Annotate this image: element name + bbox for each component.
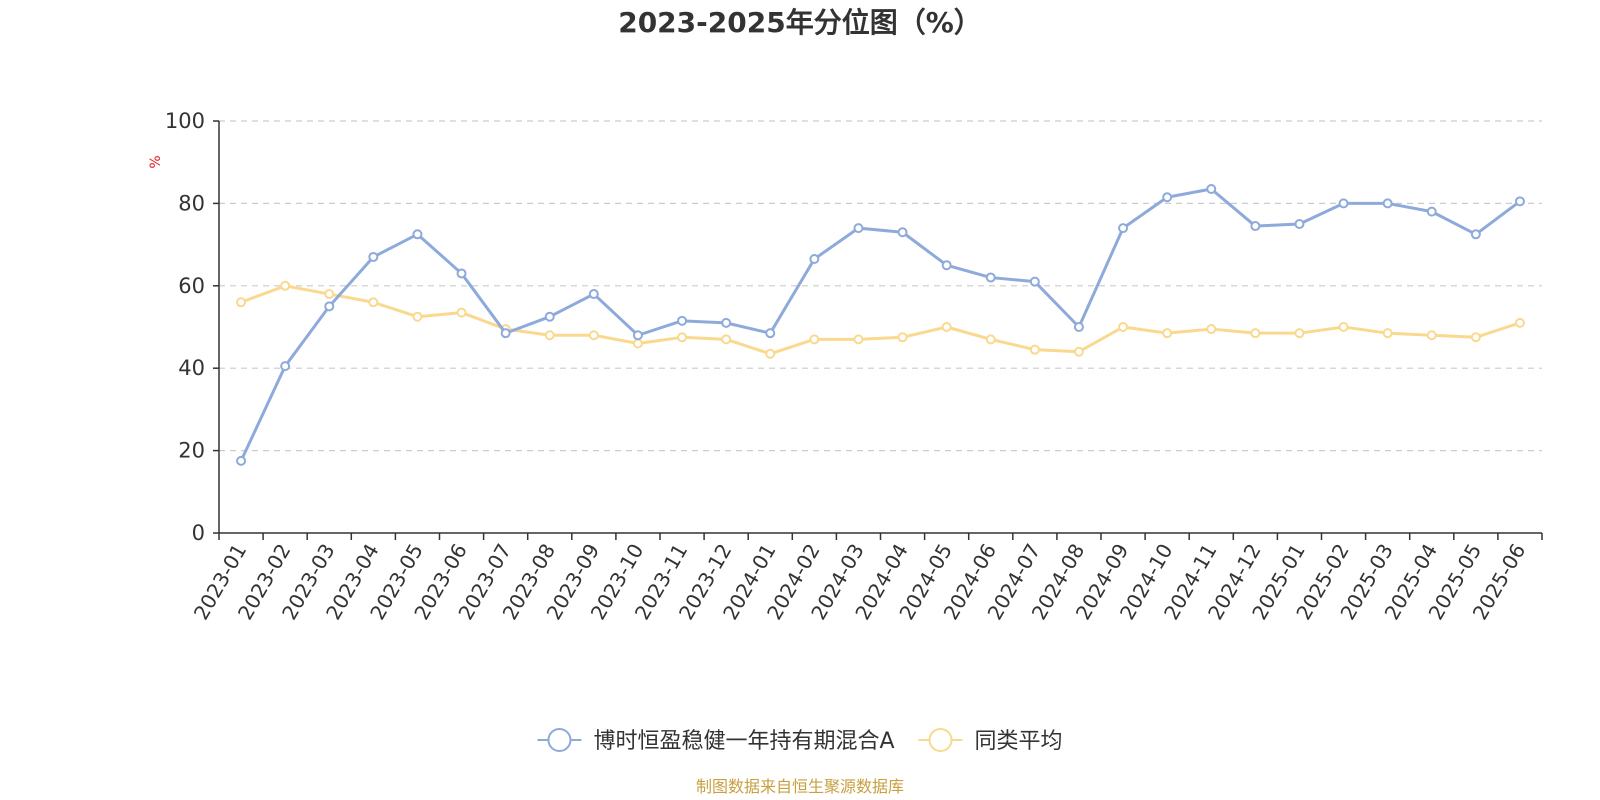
data-point[interactable] xyxy=(1338,322,1349,332)
data-point[interactable] xyxy=(544,311,555,322)
data-point[interactable] xyxy=(1514,317,1525,328)
data-point[interactable] xyxy=(897,332,908,343)
series-line xyxy=(240,284,1521,356)
series-1 xyxy=(236,183,1525,466)
data-point[interactable] xyxy=(500,328,511,339)
data-point[interactable] xyxy=(677,332,688,343)
data-point[interactable] xyxy=(985,272,996,283)
data-point[interactable] xyxy=(632,338,643,349)
data-point[interactable] xyxy=(1206,183,1217,194)
data-point[interactable] xyxy=(1426,330,1437,341)
data-point[interactable] xyxy=(941,260,952,271)
y-tick-label: 20 xyxy=(178,439,205,463)
data-point[interactable] xyxy=(412,311,423,322)
data-point[interactable] xyxy=(456,268,467,279)
data-point[interactable] xyxy=(985,334,996,345)
data-point[interactable] xyxy=(588,289,599,300)
legend-label: 同类平均 xyxy=(975,729,1063,754)
data-point[interactable] xyxy=(677,315,688,326)
data-point[interactable] xyxy=(1470,332,1481,343)
data-point[interactable] xyxy=(1470,229,1481,240)
x-axis-ticks: 2023-012023-022023-032023-042023-052023-… xyxy=(189,533,1543,624)
legend-marker-icon xyxy=(928,728,953,752)
y-tick-label: 0 xyxy=(192,521,205,545)
data-point[interactable] xyxy=(941,322,952,332)
legend-marker-icon xyxy=(547,728,572,752)
data-point[interactable] xyxy=(1294,219,1305,229)
data-point[interactable] xyxy=(765,328,776,339)
data-point[interactable] xyxy=(1118,223,1129,234)
data-point[interactable] xyxy=(1118,322,1129,332)
data-point[interactable] xyxy=(368,251,379,262)
data-point[interactable] xyxy=(1073,322,1084,332)
y-tick-label: 60 xyxy=(178,274,205,298)
data-point[interactable] xyxy=(853,223,864,234)
series-line xyxy=(239,187,1521,462)
data-point[interactable] xyxy=(1029,276,1040,287)
data-point[interactable] xyxy=(1162,328,1173,339)
data-point[interactable] xyxy=(368,297,379,308)
legend-label: 博时恒盈稳健一年持有期混合A xyxy=(593,729,894,754)
data-point[interactable] xyxy=(1250,221,1261,232)
data-point[interactable] xyxy=(1029,344,1040,355)
data-point[interactable] xyxy=(721,334,732,345)
data-point[interactable] xyxy=(412,229,423,240)
y-axis-unit-label: % xyxy=(148,155,164,168)
data-point[interactable] xyxy=(1382,328,1393,339)
data-point[interactable] xyxy=(280,280,291,291)
data-point[interactable] xyxy=(809,254,820,265)
data-point[interactable] xyxy=(588,330,599,341)
data-point[interactable] xyxy=(809,334,820,345)
y-tick-label: 80 xyxy=(178,191,205,215)
data-point[interactable] xyxy=(721,317,732,328)
data-point[interactable] xyxy=(1294,328,1305,339)
data-point[interactable] xyxy=(324,301,335,312)
y-tick-label: 40 xyxy=(178,356,205,380)
data-point[interactable] xyxy=(1162,192,1173,203)
data-point[interactable] xyxy=(1206,324,1217,335)
data-point[interactable] xyxy=(236,297,247,308)
data-point[interactable] xyxy=(1426,206,1437,217)
data-point[interactable] xyxy=(1250,328,1261,339)
data-point[interactable] xyxy=(456,307,467,318)
chart-title: 2023-2025年分位图（%） xyxy=(618,6,982,39)
data-source-note: 制图数据来自恒生聚源数据库 xyxy=(696,777,904,796)
data-point[interactable] xyxy=(280,361,291,372)
data-point[interactable] xyxy=(1338,198,1349,209)
data-point[interactable] xyxy=(853,334,864,345)
data-point[interactable] xyxy=(324,289,335,300)
data-point[interactable] xyxy=(1382,198,1393,209)
legend-item-1[interactable]: 博时恒盈稳健一年持有期混合A xyxy=(537,728,895,754)
data-point[interactable] xyxy=(1073,346,1084,357)
y-tick-label: 100 xyxy=(165,109,205,133)
data-point[interactable] xyxy=(1514,196,1525,207)
data-point[interactable] xyxy=(236,455,247,466)
data-point[interactable] xyxy=(765,348,776,359)
series-2 xyxy=(236,280,1525,359)
data-point[interactable] xyxy=(897,227,908,238)
y-axis-ticks: 0 20 40 60 80 100 xyxy=(165,109,219,545)
grid-lines xyxy=(219,120,1542,452)
legend[interactable]: 博时恒盈稳健一年持有期混合A 同类平均 xyxy=(537,728,1063,754)
series-layer xyxy=(236,183,1525,466)
legend-item-2[interactable]: 同类平均 xyxy=(918,728,1063,754)
data-point[interactable] xyxy=(544,330,555,341)
data-point[interactable] xyxy=(632,330,643,341)
